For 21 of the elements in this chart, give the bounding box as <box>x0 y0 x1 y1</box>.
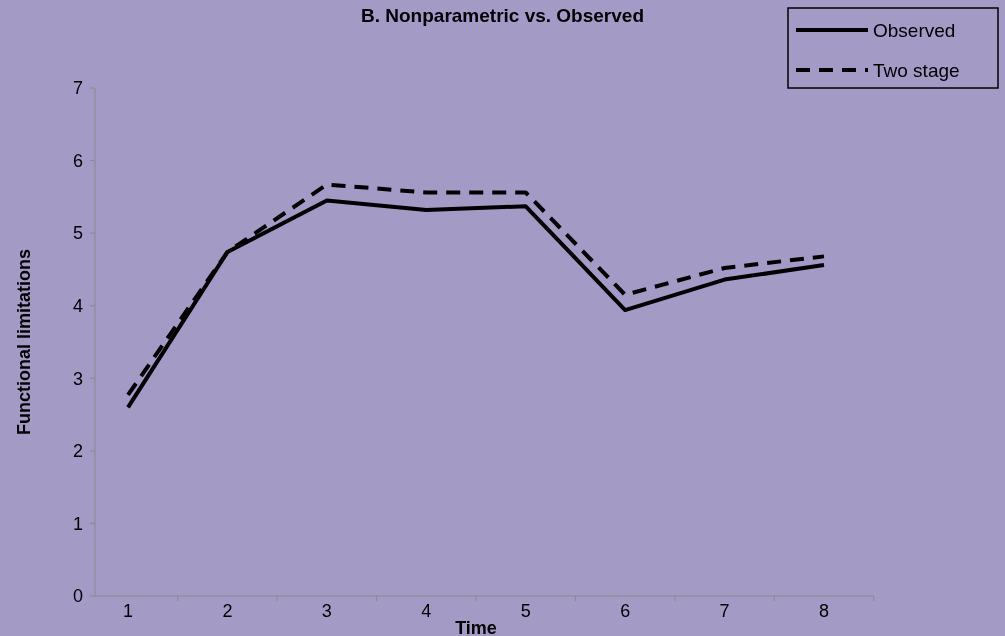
chart-title: B. Nonparametric vs. Observed <box>361 5 644 26</box>
x-tick-label: 6 <box>620 600 631 621</box>
y-tick-label: 0 <box>72 586 83 607</box>
x-tick-label: 5 <box>520 600 531 621</box>
x-tick-label: 4 <box>421 600 432 621</box>
x-axis-title: Time <box>455 618 497 636</box>
x-tick-label: 8 <box>818 600 830 621</box>
x-tick-label: 7 <box>719 600 730 621</box>
y-tick-label: 4 <box>72 296 83 317</box>
y-tick-label: 1 <box>72 513 83 534</box>
y-tick-label: 3 <box>72 368 83 389</box>
y-axis-title: Functional limitations <box>14 248 34 436</box>
x-tick-label: 3 <box>321 600 332 621</box>
y-tick-label: 7 <box>72 78 83 99</box>
legend-label: Two stage <box>873 59 960 81</box>
y-tick-label: 5 <box>72 223 83 244</box>
y-tick-label: 6 <box>72 150 83 171</box>
x-tick-label: 1 <box>122 600 134 621</box>
legend-label: Observed <box>873 19 956 41</box>
x-tick-label: 2 <box>222 600 233 621</box>
y-tick-label: 2 <box>72 441 83 462</box>
